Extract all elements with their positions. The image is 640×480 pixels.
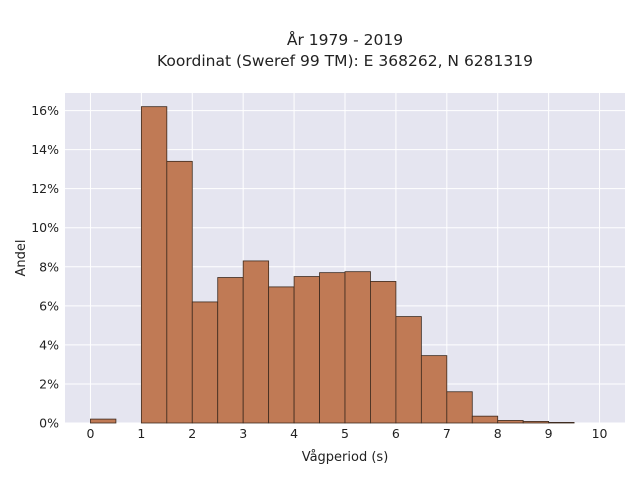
x-tick-label: 0	[86, 426, 94, 441]
x-tick-label: 4	[290, 426, 298, 441]
y-tick-label: 10%	[31, 220, 59, 235]
bars	[90, 106, 575, 424]
histogram-bar	[217, 277, 244, 424]
y-tick-label: 4%	[39, 337, 59, 352]
y-tick-label: 12%	[31, 181, 59, 196]
histogram-bar	[344, 271, 371, 424]
histogram-bar	[242, 260, 270, 424]
x-axis-ticks: 0 1 2 3 4 5 6 7 8 9 10	[86, 426, 607, 441]
x-tick-label: 8	[494, 426, 502, 441]
histogram-bar	[497, 420, 524, 424]
y-tick-label: 0%	[39, 416, 59, 431]
x-tick-label: 1	[137, 426, 145, 441]
x-tick-label: 10	[592, 426, 608, 441]
histogram-bar	[370, 281, 397, 424]
histogram-bar	[522, 421, 550, 424]
histogram-bar	[446, 391, 473, 424]
histogram-bar	[420, 355, 448, 424]
y-axis-label: Andel	[14, 240, 29, 277]
y-tick-label: 8%	[39, 259, 59, 274]
x-tick-label: 2	[188, 426, 196, 441]
histogram-bar	[191, 301, 219, 424]
x-tick-label: 6	[392, 426, 400, 441]
y-tick-label: 6%	[39, 298, 59, 313]
x-tick-label: 7	[443, 426, 451, 441]
histogram-bar	[90, 418, 117, 424]
chart-title: År 1979 - 2019	[287, 30, 403, 49]
x-tick-label: 9	[545, 426, 553, 441]
chart-subtitle: Koordinat (Sweref 99 TM): E 368262, N 62…	[157, 52, 533, 70]
histogram-bar	[166, 160, 193, 424]
y-tick-label: 2%	[39, 376, 59, 391]
histogram-bar	[319, 272, 346, 424]
histogram-bar	[293, 276, 320, 424]
histogram-bar	[268, 286, 295, 424]
histogram-bar	[140, 106, 168, 424]
x-tick-label: 5	[341, 426, 349, 441]
histogram-bar	[395, 316, 422, 424]
y-axis-ticks: 0% 2% 4% 6% 8% 10% 12% 14% 16%	[31, 103, 59, 430]
x-axis-label: Vågperiod (s)	[302, 450, 389, 465]
histogram-bar	[548, 422, 575, 424]
histogram-bar	[471, 415, 499, 424]
y-tick-label: 14%	[31, 142, 59, 157]
x-tick-label: 3	[239, 426, 247, 441]
y-tick-label: 16%	[31, 103, 59, 118]
